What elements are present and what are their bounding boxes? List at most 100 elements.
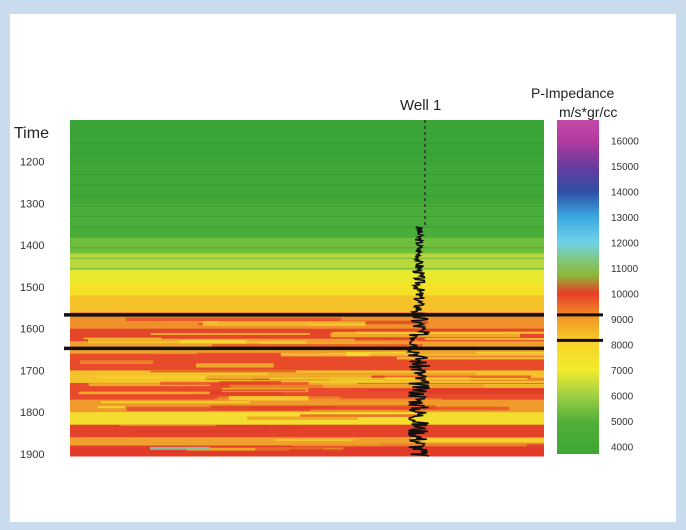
section-streaks (70, 132, 544, 452)
section-streak (345, 351, 544, 357)
section-streak (255, 448, 323, 451)
time-axis-label: Time (14, 125, 49, 142)
time-tick-1800: 1800 (20, 407, 44, 419)
section-streak (229, 384, 484, 388)
section-streak (160, 381, 309, 385)
section-streak (88, 383, 211, 387)
colorbar-title: P-Impedance (531, 85, 614, 101)
colorbar-tick-6000: 6000 (611, 391, 634, 402)
section-layer-5 (70, 270, 544, 284)
section-streak (218, 426, 298, 429)
section-streak (70, 268, 544, 270)
colorbar-tick-15000: 15000 (611, 162, 639, 173)
section-layer-0 (70, 120, 544, 163)
colorbar-tick-13000: 13000 (611, 213, 639, 224)
section-streak (414, 351, 476, 354)
section-layer-7 (70, 295, 544, 313)
colorbar-tick-9000: 9000 (611, 315, 634, 326)
time-axis-ticks: 1200 1300 1400 1500 1600 1700 1800 1900 (20, 157, 44, 461)
section-streak (292, 442, 527, 447)
section-layer-6 (70, 282, 544, 296)
colorbar-unit: m/s*gr/cc (559, 104, 617, 120)
section-streak (83, 337, 162, 340)
section-streak (126, 408, 311, 412)
section-streak (387, 324, 466, 327)
section-streak (101, 401, 250, 404)
section-streak (300, 414, 420, 417)
section-streak (247, 416, 358, 420)
section-streak (211, 344, 423, 348)
section-streak (125, 317, 342, 322)
section-streak (150, 370, 297, 373)
section-streak (70, 153, 544, 155)
horizon-lines (64, 313, 544, 351)
time-tick-1700: 1700 (20, 365, 44, 377)
section-streak (70, 257, 544, 259)
section-streak (150, 333, 310, 335)
section-streak (155, 351, 379, 353)
section-streak (70, 142, 544, 144)
section-layer-17 (70, 437, 544, 447)
section-streak (70, 163, 544, 165)
colorbar (557, 120, 599, 454)
section-streak (179, 340, 246, 344)
section-streak (70, 184, 544, 186)
section-streak (170, 389, 307, 392)
section-streak (70, 226, 544, 228)
section-streak (79, 360, 154, 365)
section-streak (411, 438, 544, 443)
section-layer-1 (70, 161, 544, 204)
section-streak (202, 321, 366, 326)
time-tick-1300: 1300 (20, 198, 44, 210)
section-streak (371, 375, 531, 379)
section-streak (150, 446, 210, 450)
section-streak (289, 448, 423, 452)
colorbar-tick-10000: 10000 (611, 289, 639, 300)
well-1-log (405, 120, 431, 457)
colorbar-tick-12000: 12000 (611, 238, 639, 249)
section-streak (369, 389, 544, 392)
section-streak (268, 372, 476, 376)
section-streak (188, 390, 283, 395)
section-streak (396, 356, 544, 360)
section-streak (332, 331, 544, 334)
well-label: Well 1 (400, 97, 441, 114)
section-streak (70, 236, 544, 238)
section-layer-3 (70, 236, 544, 255)
section-streak (228, 395, 309, 401)
section-streak (196, 352, 328, 355)
time-tick-1500: 1500 (20, 282, 44, 294)
time-tick-1900: 1900 (20, 449, 44, 461)
section-streak (70, 205, 544, 207)
section-streak (424, 337, 544, 341)
section-streak (196, 363, 274, 368)
time-tick-1400: 1400 (20, 240, 44, 252)
colorbar-tick-8000: 8000 (611, 340, 634, 351)
section-streak (70, 195, 544, 197)
section-streak (274, 439, 354, 442)
section-streak (134, 430, 270, 433)
colorbar-tick-16000: 16000 (611, 136, 639, 147)
colorbar-tick-7000: 7000 (611, 366, 634, 377)
section-streak (306, 339, 418, 344)
section-streak (271, 382, 358, 385)
colorbar-tick-5000: 5000 (611, 417, 634, 428)
section-streak (280, 352, 370, 357)
section-streak (70, 132, 544, 134)
colorbar-tick-11000: 11000 (611, 264, 639, 275)
section-streak (269, 377, 528, 380)
section-layer-2 (70, 203, 544, 238)
section-streak (78, 391, 210, 395)
section-streak (70, 247, 544, 249)
colorbar-ticks: 16000 15000 14000 13000 12000 11000 10000 9000 8… (611, 136, 639, 453)
section-streak (426, 390, 544, 395)
section-streak (214, 398, 442, 402)
time-tick-1600: 1600 (20, 324, 44, 336)
colorbar-markers (557, 313, 603, 342)
section-streak (125, 406, 335, 409)
section-streak (70, 216, 544, 217)
colorbar-tick-4000: 4000 (611, 442, 634, 453)
time-tick-1200: 1200 (20, 157, 44, 169)
well-log-curve (405, 225, 431, 457)
